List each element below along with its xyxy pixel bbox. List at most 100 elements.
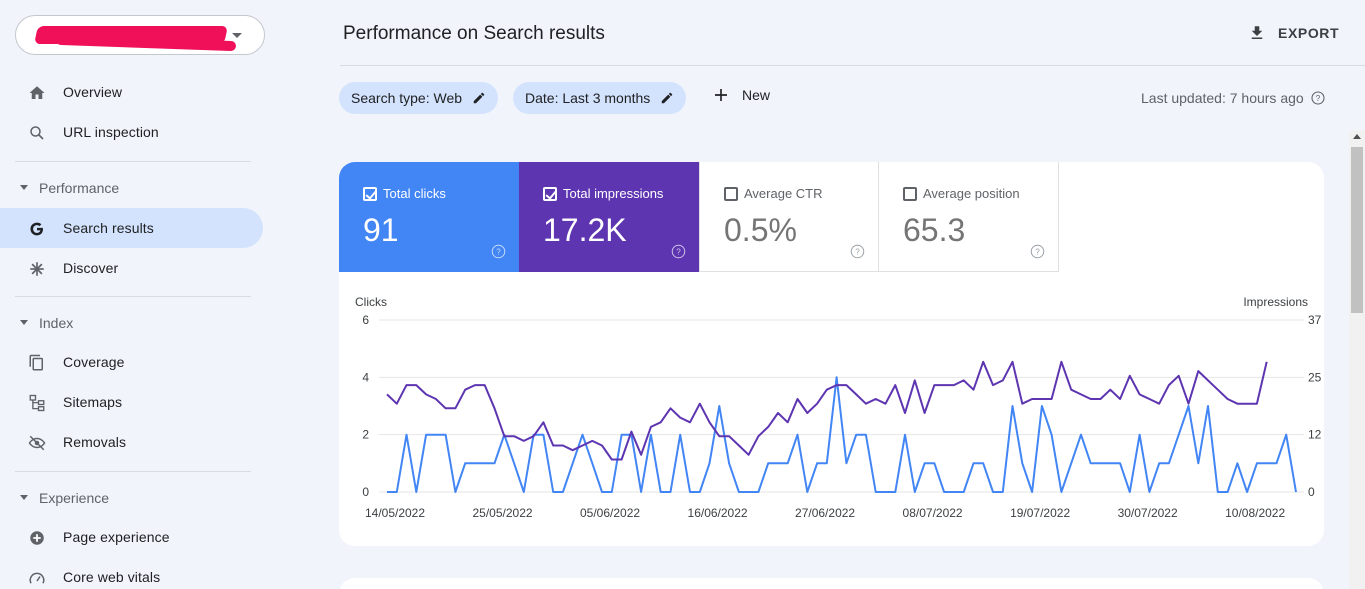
metric-label: Average position [923, 186, 1020, 201]
metric-total-impressions[interactable]: Total impressions 17.2K ? [519, 162, 699, 272]
sidebar-item-label: Search results [63, 220, 154, 236]
sidebar-item-label: Core web vitals [63, 569, 161, 585]
chip-label: Date: Last 3 months [525, 90, 651, 106]
section-label: Experience [39, 490, 110, 506]
series-line-clicks [387, 376, 1297, 493]
sidebar-item-sitemaps[interactable]: Sitemaps [0, 382, 263, 422]
left-tick-label: 6 [362, 313, 369, 327]
divider [15, 161, 251, 162]
collapse-arrow-icon [20, 320, 28, 325]
search-icon [30, 126, 44, 140]
plus-icon [715, 89, 727, 101]
section-label: Index [39, 315, 74, 331]
section-label: Performance [39, 180, 120, 196]
metric-value: 0.5% [724, 212, 797, 248]
x-tick-label: 30/07/2022 [1118, 506, 1178, 520]
svg-text:?: ? [496, 247, 501, 256]
right-tick-label: 25 [1308, 370, 1322, 384]
right-axis-title: Impressions [1243, 295, 1308, 309]
export-label: EXPORT [1278, 25, 1340, 41]
pencil-icon [662, 92, 673, 104]
x-tick-label: 27/06/2022 [795, 506, 855, 520]
filter-chip-date[interactable]: Date: Last 3 months [513, 82, 687, 114]
right-tick-label: 12 [1308, 428, 1322, 442]
sidebar-item-label: Page experience [63, 529, 170, 545]
pencil-icon [473, 92, 485, 104]
help-icon[interactable]: ? [1030, 244, 1045, 259]
metric-value: 65.3 [903, 212, 966, 248]
sidebar-item-discover[interactable]: Discover [0, 248, 263, 288]
x-tick-label: 19/07/2022 [1010, 506, 1070, 520]
export-button[interactable]: EXPORT [1248, 24, 1339, 42]
plus-circle-icon [30, 531, 44, 545]
left-tick-label: 4 [362, 370, 369, 384]
google-g-icon [30, 222, 43, 236]
sidebar-item-label: Overview [63, 84, 123, 100]
sidebar-item-overview[interactable]: Overview [0, 72, 263, 112]
x-tick-label: 05/06/2022 [580, 506, 640, 520]
left-axis-title: Clicks [355, 295, 387, 309]
section-index[interactable]: Index [0, 308, 263, 338]
last-updated: Last updated: 7 hours ago ? [1141, 90, 1326, 106]
sidebar-item-coverage[interactable]: Coverage [0, 342, 263, 382]
metric-value: 91 [363, 212, 399, 248]
sidebar-item-url-inspection[interactable]: URL inspection [0, 112, 263, 152]
gauge-icon [29, 572, 45, 584]
sidebar-item-label: URL inspection [63, 124, 159, 140]
sidebar-item-label: Removals [63, 434, 127, 450]
sidebar-item-label: Coverage [63, 354, 125, 370]
scrollbar-thumb[interactable] [1351, 147, 1363, 313]
sitemap-icon [29, 394, 45, 412]
copy-icon [29, 354, 43, 371]
sidebar: Overview URL inspection Performance Sear… [0, 0, 280, 589]
left-tick-label: 2 [362, 428, 369, 442]
sidebar-item-search-results[interactable]: Search results [0, 208, 263, 248]
home-icon [29, 86, 45, 99]
performance-card: Total clicks 91 ? Total impressions 17.2… [339, 162, 1324, 546]
help-icon[interactable]: ? [850, 244, 865, 259]
help-icon[interactable]: ? [671, 244, 686, 259]
property-selector[interactable] [15, 15, 265, 55]
metric-label: Average CTR [744, 186, 823, 201]
divider [15, 471, 251, 472]
svg-text:?: ? [1035, 247, 1040, 256]
svg-text:?: ? [1315, 94, 1320, 103]
metric-average-ctr[interactable]: Average CTR 0.5% ? [699, 162, 879, 272]
metric-value: 17.2K [543, 212, 627, 248]
sidebar-item-label: Sitemaps [63, 394, 123, 410]
metric-label: Total impressions [563, 186, 664, 201]
header-divider [340, 65, 1365, 66]
right-tick-label: 37 [1308, 313, 1322, 327]
filter-chip-search-type[interactable]: Search type: Web [339, 82, 499, 114]
section-performance[interactable]: Performance [0, 173, 263, 203]
eye-off-icon [28, 435, 46, 451]
sidebar-item-removals[interactable]: Removals [0, 422, 263, 462]
metric-total-clicks[interactable]: Total clicks 91 ? [339, 162, 519, 272]
new-filter-button[interactable]: New [712, 86, 770, 104]
performance-chart[interactable]: Clicks Impressions 0 0 2 12 4 25 6 37 14/05/2022… [339, 282, 1324, 532]
left-tick-label: 0 [362, 485, 369, 499]
scroll-up-arrow-icon[interactable] [1353, 134, 1361, 139]
x-tick-label: 08/07/2022 [903, 506, 963, 520]
checkbox-checked[interactable] [543, 187, 557, 201]
new-filter-label: New [742, 87, 771, 103]
chip-label: Search type: Web [351, 90, 463, 106]
checkbox-unchecked[interactable] [903, 187, 917, 201]
x-tick-label: 16/06/2022 [688, 506, 748, 520]
sidebar-item-page-experience[interactable]: Page experience [0, 517, 263, 557]
help-icon[interactable]: ? [1310, 90, 1326, 106]
svg-text:?: ? [855, 247, 860, 256]
metric-average-position[interactable]: Average position 65.3 ? [879, 162, 1059, 272]
x-tick-label: 14/05/2022 [365, 506, 425, 520]
section-experience[interactable]: Experience [0, 483, 263, 513]
asterisk-icon [30, 262, 44, 276]
divider [15, 296, 251, 297]
collapse-arrow-icon [20, 185, 28, 190]
checkbox-unchecked[interactable] [724, 187, 738, 201]
chevron-down-icon [232, 33, 242, 38]
page-title: Performance on Search results [343, 23, 605, 44]
x-tick-label: 25/05/2022 [472, 506, 532, 520]
help-icon[interactable]: ? [491, 244, 506, 259]
sidebar-item-core-web-vitals[interactable]: Core web vitals [0, 557, 263, 589]
checkbox-checked[interactable] [363, 187, 377, 201]
